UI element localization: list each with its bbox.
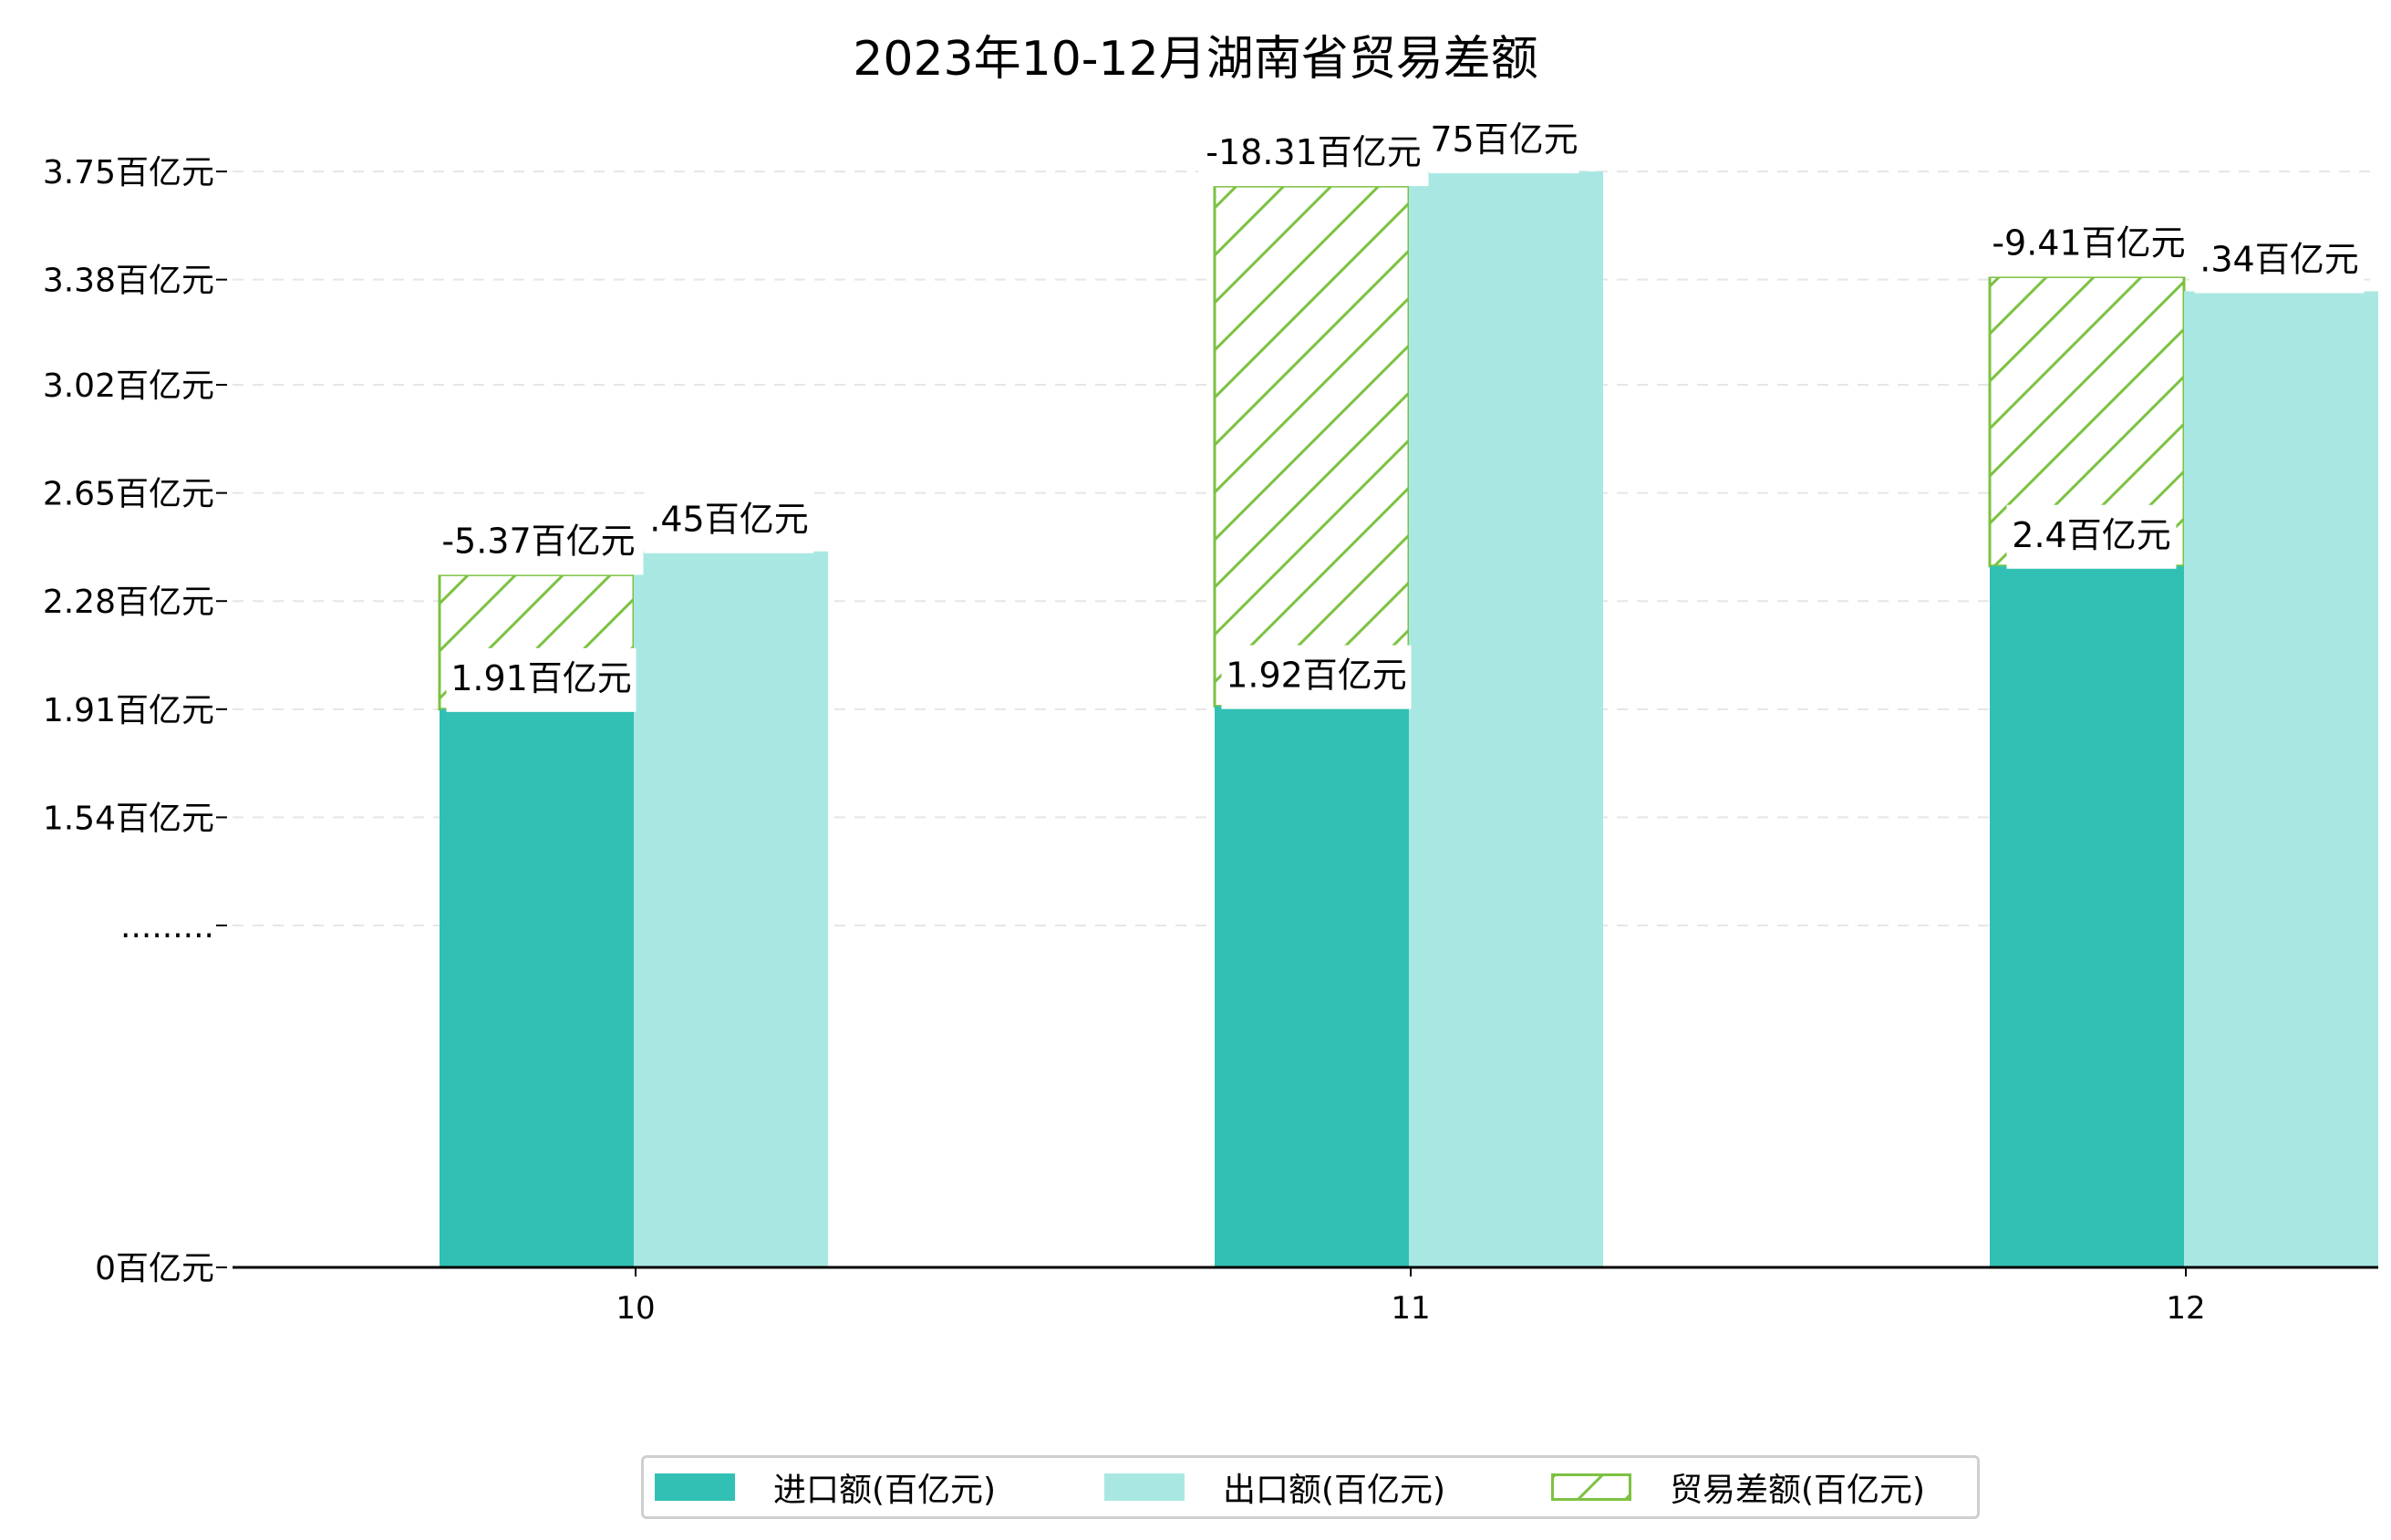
label-export-12: .34百亿元 [2200,239,2358,279]
legend-item-export: 出口额(百亿元) [1104,1458,1445,1516]
x-tick-label-11: 11 [1391,1290,1430,1327]
bar-export-12 [2184,291,2378,1267]
label-import-10: 1.91百亿元 [450,658,632,698]
chart-title: 2023年10-12月湖南省贸易差额 [853,32,1538,87]
label-export-11-group: 75百亿元 [1429,109,1579,174]
label-export-11: 75百亿元 [1430,119,1578,160]
bar-import-10 [440,708,634,1267]
legend-item-balance: 贸易差额(百亿元) [1551,1458,1925,1516]
label-export-10: .45百亿元 [649,500,808,540]
label-balance-10: -5.37百亿元 [441,521,635,561]
label-balance-11: -18.31百亿元 [1206,132,1422,172]
y-tick-label-7: 3.38百亿元 [43,263,214,300]
x-tick-label-10: 10 [616,1290,655,1327]
legend-swatch-export [1104,1473,1185,1501]
label-export-12-box [2194,229,2365,294]
y-tick-label-0: 0百亿元 [95,1250,214,1287]
x-tick-label-12: 12 [2166,1290,2205,1327]
legend-item-import: 进口额(百亿元) [655,1458,996,1516]
chart-legend: 进口额(百亿元) 出口额(百亿元) 贸易差额(百亿元) [641,1455,1980,1519]
bar-import-11 [1215,706,1409,1267]
label-import-10-group: 1.91百亿元 [446,647,637,712]
legend-swatch-import [655,1473,735,1501]
legend-label-export: 出口额(百亿元) [1223,1472,1446,1509]
y-tick-label-6: 3.02百亿元 [43,367,214,405]
label-balance-10-box [433,511,644,575]
legend-swatch-balance [1551,1473,1631,1501]
y-tick-label-4: 2.28百亿元 [43,584,214,621]
label-balance-11-box [1198,122,1429,187]
label-import-11-group: 1.92百亿元 [1221,645,1412,709]
label-balance-11-group: -18.31百亿元 [1198,122,1429,187]
label-export-10-box [644,489,814,553]
label-export-11-box [1429,109,1579,174]
bar-export-11 [1409,171,1603,1268]
label-import-12-group: 2.4百亿元 [2006,504,2177,569]
label-import-12: 2.4百亿元 [2012,515,2170,555]
label-balance-10-group: -5.37百亿元 [433,511,644,575]
label-export-10-group: .45百亿元 [644,489,814,553]
y-tick-label-8: 3.75百亿元 [43,154,214,191]
bar-balance-11 [1213,184,1411,708]
label-import-12-box [2006,504,2177,569]
y-tick-label-1: ......... [120,908,214,946]
label-import-10-box [446,647,637,712]
label-export-12-group: .34百亿元 [2194,229,2365,294]
y-tick-label-2: 1.54百亿元 [43,800,214,837]
bar-import-12 [1990,565,2184,1267]
label-balance-12-group: -9.41百亿元 [1983,212,2194,277]
y-tick-label-3: 1.91百亿元 [43,692,214,729]
y-tick-label-5: 2.65百亿元 [43,476,214,513]
legend-label-import: 进口额(百亿元) [773,1472,997,1509]
label-balance-12: -9.41百亿元 [1992,222,2185,263]
label-balance-12-box [1983,212,2194,277]
legend-label-balance: 贸易差额(百亿元) [1670,1472,1926,1509]
label-import-11-box [1221,645,1412,709]
bar-export-10 [634,551,828,1267]
label-import-11: 1.92百亿元 [1226,656,1407,696]
